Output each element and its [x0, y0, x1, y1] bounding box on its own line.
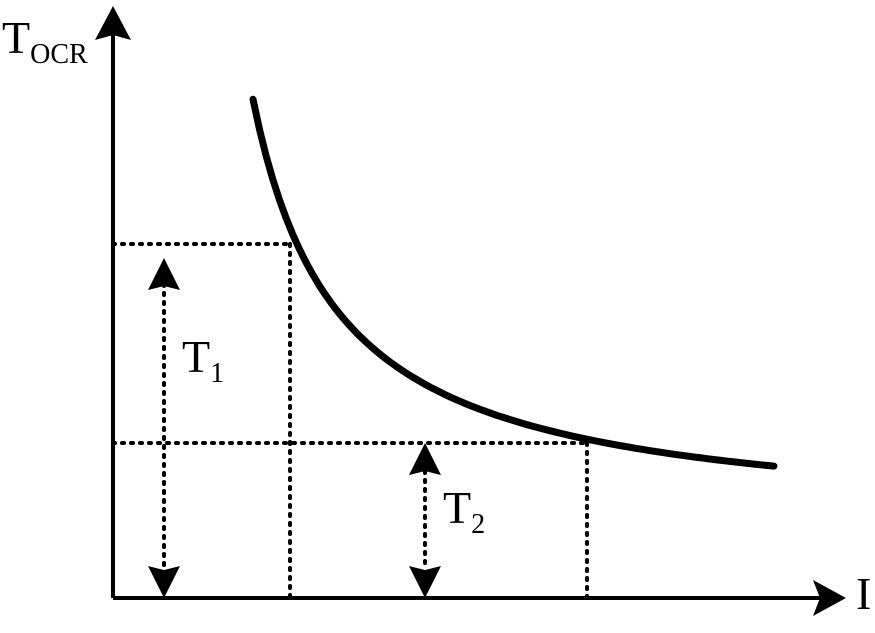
svg-text:T2: T2: [443, 482, 485, 540]
svg-text:TOCR: TOCR: [2, 12, 88, 70]
svg-text:I: I: [856, 568, 871, 619]
svg-text:T1: T1: [182, 331, 224, 389]
